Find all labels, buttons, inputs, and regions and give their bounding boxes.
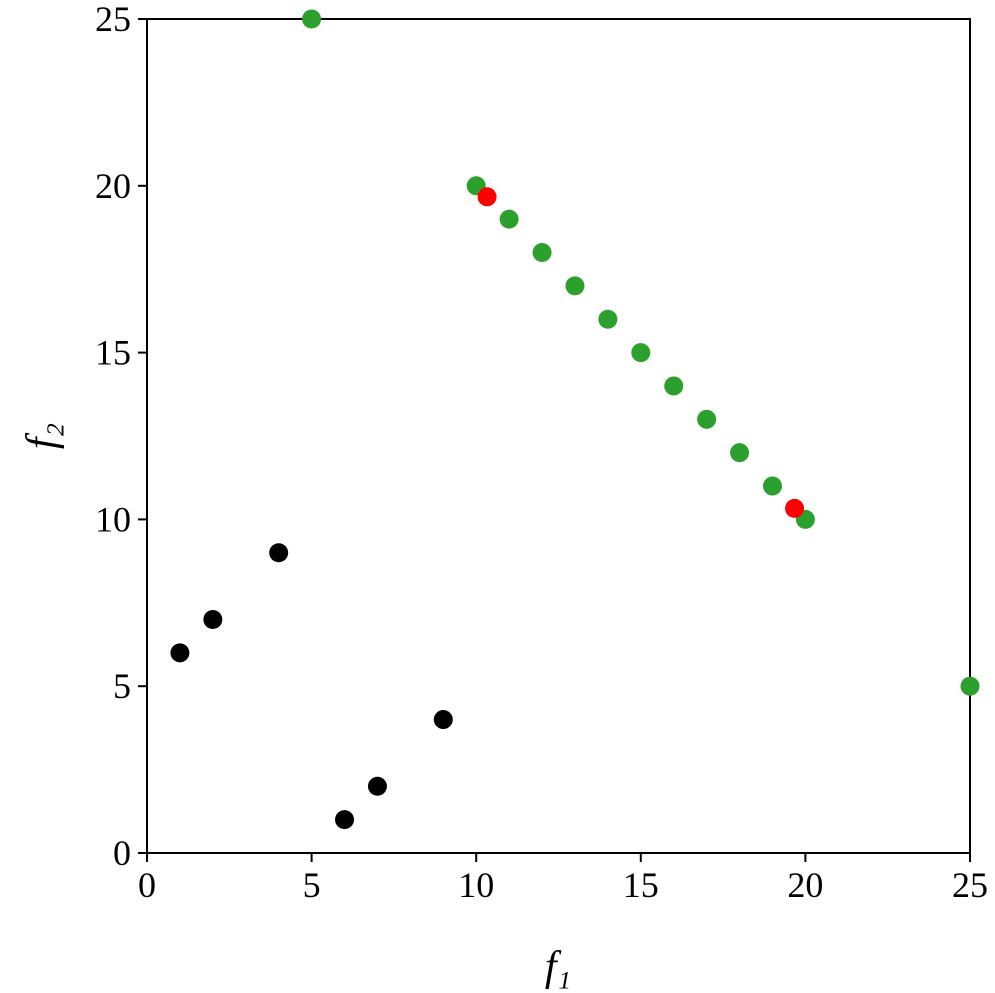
point — [335, 810, 355, 830]
point — [762, 476, 782, 496]
point — [565, 276, 585, 296]
x-tick-label: 15 — [623, 865, 659, 905]
point — [631, 343, 651, 363]
point — [170, 643, 190, 663]
point — [203, 609, 223, 629]
point — [730, 443, 750, 463]
y-axis-label: f₂ — [19, 423, 65, 449]
x-tick-label: 20 — [787, 865, 823, 905]
y-tick-label: 15 — [95, 333, 131, 373]
x-tick-label: 0 — [138, 865, 156, 905]
plot-frame — [146, 18, 971, 854]
point — [269, 543, 289, 563]
x-tick-label: 5 — [303, 865, 321, 905]
point — [598, 309, 618, 329]
point — [367, 776, 387, 796]
point — [477, 187, 497, 207]
point — [433, 710, 453, 730]
y-tick-label: 10 — [95, 499, 131, 539]
y-tick-label: 0 — [113, 833, 131, 873]
point — [664, 376, 684, 396]
point — [697, 409, 717, 429]
point — [499, 209, 519, 229]
point — [785, 498, 805, 518]
x-tick-label: 25 — [952, 865, 988, 905]
y-tick-label: 5 — [113, 666, 131, 706]
point — [532, 243, 552, 263]
y-tick-label: 20 — [95, 166, 131, 206]
y-tick-label: 25 — [95, 0, 131, 39]
x-tick-label: 10 — [458, 865, 494, 905]
point — [960, 676, 980, 696]
x-axis-label: f₁ — [545, 944, 571, 990]
point — [302, 9, 322, 29]
